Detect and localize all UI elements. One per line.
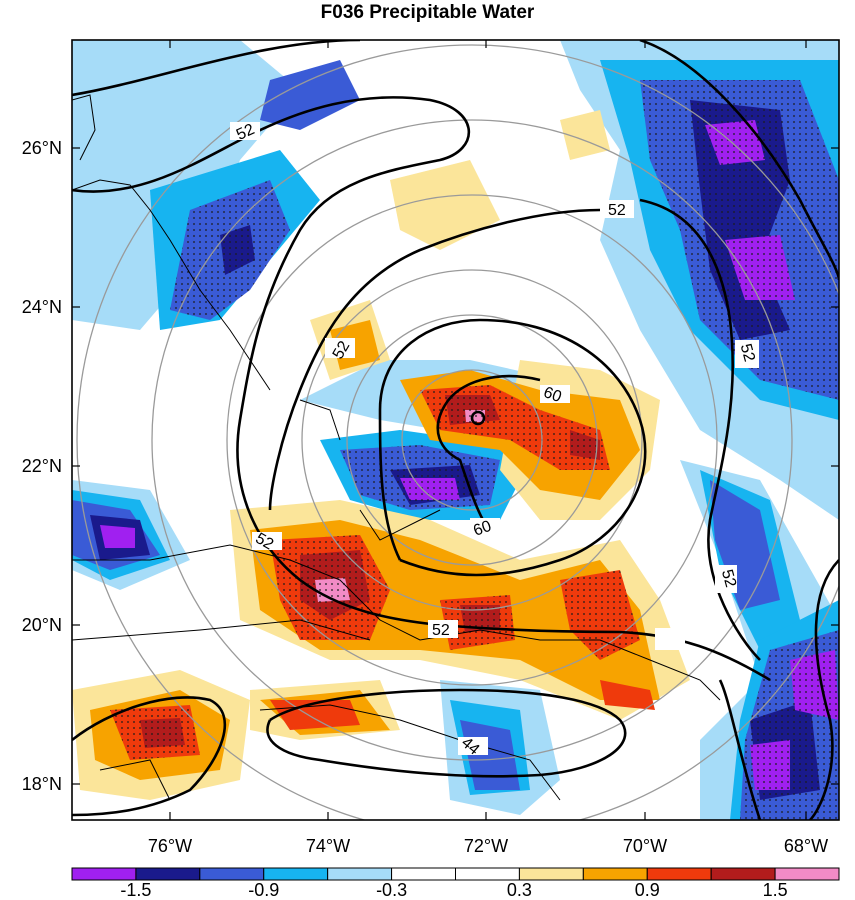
colorbar-swatch [199,867,265,881]
colorbar-swatch [710,867,776,881]
contour-label: 52 [608,202,626,219]
lat-tick-label: 24°N [22,297,62,317]
colorbar-label: 0.9 [635,880,660,900]
colorbar-label: -0.3 [376,880,407,900]
contour-label: 52 [737,342,758,364]
lat-tick-label: 18°N [22,774,62,794]
contour-label: 52 [432,622,450,639]
colorbar-swatch [135,867,201,881]
colorbar-swatch [263,867,329,881]
contour-labels: 52 52 52 52 52 52 52 60 60 44 [234,121,758,759]
lat-tick-label: 26°N [22,138,62,158]
map-title: F036 Precipitable Water [320,2,535,23]
colorbar-swatch [646,867,712,881]
colorbar-swatch [582,867,648,881]
lon-tick-label: 72°W [464,836,508,856]
contour-label: 52 [234,121,257,144]
coastlines [72,94,721,801]
lat-tick-label: 20°N [22,615,62,635]
colorbar-label: 0.3 [507,880,532,900]
lat-tick-label: 22°N [22,456,62,476]
map-field [72,40,839,820]
colorbar-label: -0.9 [248,880,279,900]
contour-label: 52 [252,530,276,554]
contour-label: 52 [330,338,354,362]
colorbar-label: -1.5 [120,880,151,900]
colorbar-swatch [518,867,584,881]
colorbar-label: 1.5 [763,880,788,900]
contour-label: 60 [541,384,564,406]
lon-tick-label: 70°W [623,836,667,856]
pw-contours [72,40,839,820]
colorbar-swatch [455,867,520,881]
colorbar-swatch [327,867,393,881]
colorbar-swatch [391,867,457,881]
contour-label: 52 [718,568,739,590]
colorbar-swatch [774,867,840,881]
lon-tick-label: 76°W [148,836,192,856]
contour-label: 60 [471,518,494,540]
contour-label-boxes [230,122,759,755]
range-rings [76,44,839,820]
colorbar: -1.5 -0.9 -0.3 0.3 0.9 1.5 [71,867,840,900]
plot-frame [71,39,840,821]
lon-tick-label: 68°W [784,836,828,856]
tick-marks [72,40,839,820]
lat-tick-labels: 26°N 24°N 22°N 20°N 18°N [22,138,62,794]
lon-tick-labels: 76°W 74°W 72°W 70°W 68°W [148,836,828,856]
significance-stipple [110,80,839,820]
lon-tick-label: 74°W [306,836,350,856]
colorbar-swatch [71,867,137,881]
